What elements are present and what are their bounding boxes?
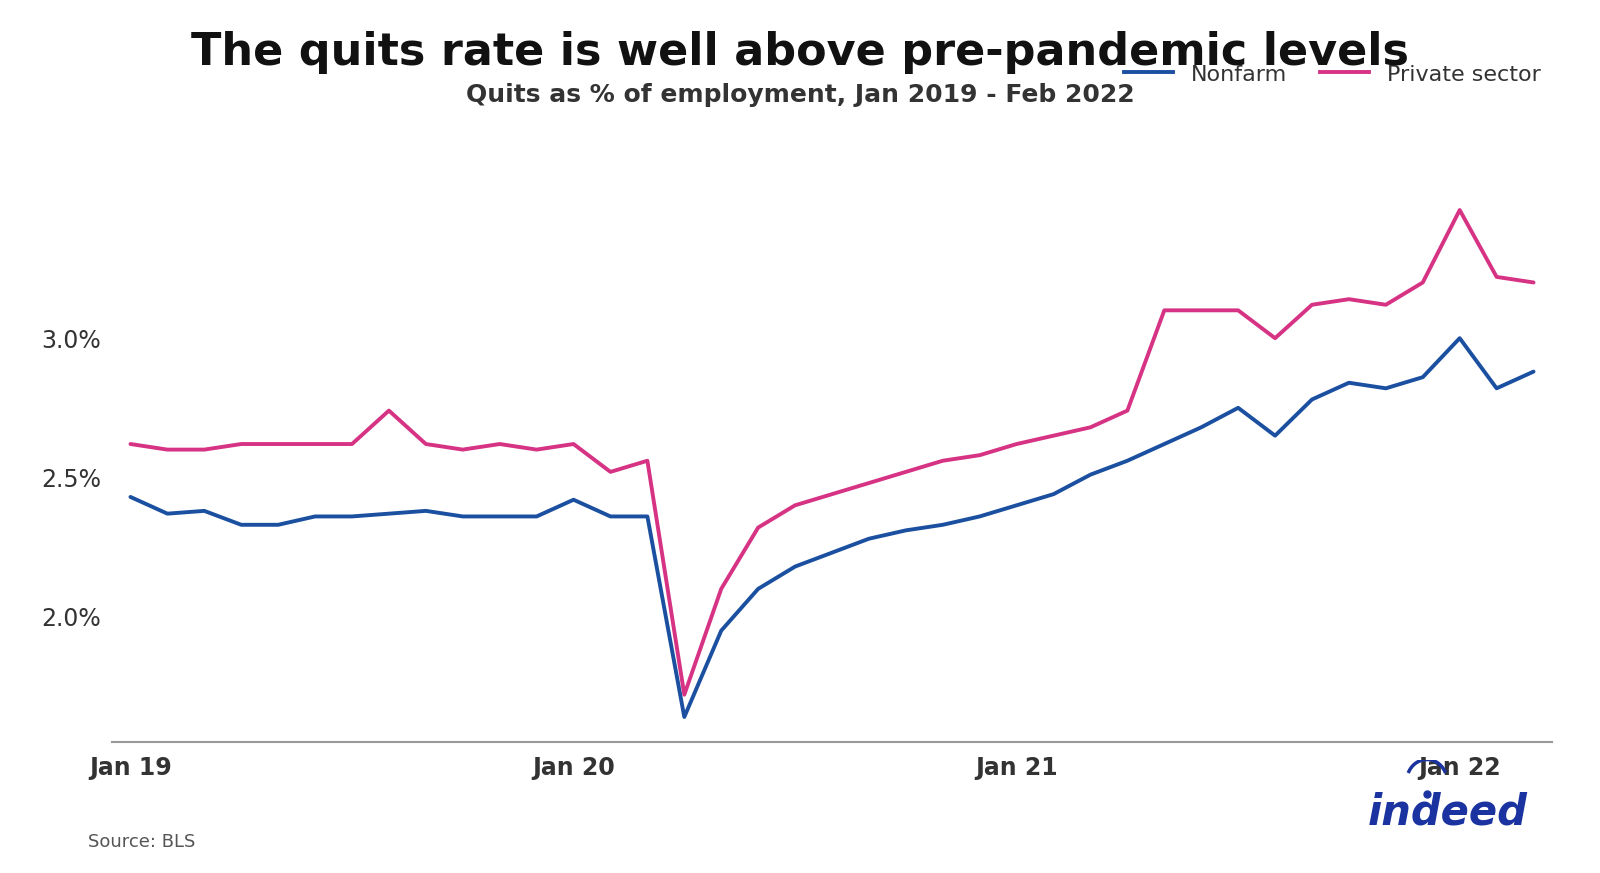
- Legend: Nonfarm, Private sector: Nonfarm, Private sector: [1125, 63, 1541, 85]
- Text: indeed: indeed: [1368, 792, 1528, 834]
- Text: Quits as % of employment, Jan 2019 - Feb 2022: Quits as % of employment, Jan 2019 - Feb…: [466, 83, 1134, 107]
- Text: Source: BLS: Source: BLS: [88, 833, 195, 851]
- Text: The quits rate is well above pre-pandemic levels: The quits rate is well above pre-pandemi…: [190, 31, 1410, 73]
